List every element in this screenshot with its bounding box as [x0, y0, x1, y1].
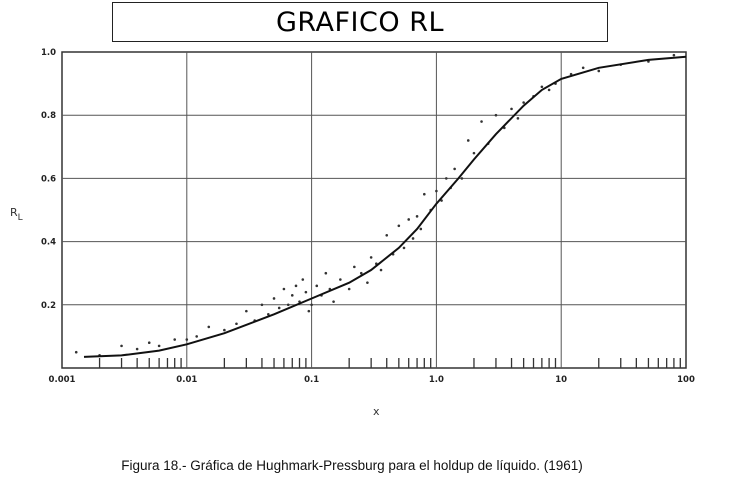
- data-point: [260, 303, 264, 307]
- data-point: [157, 344, 161, 348]
- data-point: [435, 189, 438, 193]
- data-point: [369, 256, 373, 259]
- data-point: [402, 246, 406, 250]
- y-tick-label: 0.2: [41, 301, 56, 311]
- plot-frame: [61, 51, 687, 369]
- data-point: [74, 350, 78, 354]
- data-point: [307, 309, 311, 313]
- data-point: [173, 338, 177, 341]
- data-point: [339, 278, 342, 281]
- data-point: [366, 281, 369, 284]
- y-axis-label-sub: L: [18, 213, 23, 223]
- data-point: [472, 151, 476, 155]
- data-point: [494, 113, 498, 117]
- x-axis-label: x: [373, 405, 380, 418]
- page-title: GRAFICO RL: [112, 2, 608, 42]
- data-point: [135, 347, 139, 351]
- x-tick-label: 0.01: [176, 375, 197, 385]
- data-point: [235, 322, 238, 326]
- x-tick-labels: 0.001 0.01 0.1 1.0 10 100: [49, 375, 695, 385]
- data-point: [185, 338, 189, 341]
- data-point: [379, 268, 383, 272]
- data-point: [315, 284, 319, 288]
- y-axis-label: RL: [10, 206, 23, 223]
- data-point: [516, 117, 520, 120]
- x-tick-label: 0.001: [49, 375, 76, 385]
- data-point: [522, 101, 525, 104]
- data-point: [147, 341, 151, 345]
- data-point: [547, 88, 551, 92]
- y-tick-label: 0.6: [41, 174, 56, 184]
- data-point: [324, 271, 328, 275]
- data-point: [267, 312, 270, 316]
- data-point: [223, 328, 226, 332]
- data-point: [294, 284, 298, 288]
- data-point: [453, 167, 456, 171]
- data-point: [277, 306, 281, 310]
- data-point: [301, 278, 305, 281]
- data-point: [359, 271, 363, 275]
- data-point: [245, 309, 248, 313]
- data-point: [397, 224, 401, 228]
- data-point: [460, 177, 464, 180]
- y-tick-label: 0.8: [41, 111, 56, 121]
- data-point: [597, 69, 601, 73]
- data-point: [415, 215, 419, 218]
- data-point: [581, 66, 585, 70]
- data-point: [466, 139, 470, 142]
- grid: [62, 52, 686, 368]
- y-tick-label: 1.0: [41, 48, 56, 58]
- data-point: [332, 300, 335, 303]
- data-point: [480, 120, 483, 123]
- holdup-curve: [83, 55, 687, 358]
- data-point: [286, 303, 290, 307]
- data-point: [407, 218, 411, 221]
- data-point: [353, 265, 356, 269]
- data-point: [540, 85, 544, 89]
- data-point: [423, 192, 426, 196]
- data-points: [74, 53, 676, 357]
- data-point: [419, 227, 423, 231]
- x-minor-ticks: [98, 358, 681, 368]
- data-point: [290, 294, 294, 297]
- data-point: [120, 344, 123, 348]
- x-tick-label: 100: [677, 375, 695, 385]
- y-tick-label: 0.4: [41, 238, 56, 248]
- data-point: [282, 287, 286, 291]
- y-axis-label-main: R: [10, 206, 18, 219]
- data-point: [411, 237, 415, 240]
- data-point: [310, 303, 313, 307]
- data-point: [510, 107, 513, 111]
- data-point: [304, 290, 308, 294]
- x-tick-label: 1.0: [429, 375, 444, 385]
- x-tick-label: 0.1: [304, 375, 319, 385]
- data-point: [207, 325, 211, 329]
- data-point: [347, 287, 351, 291]
- figure-caption: Figura 18.- Gráfica de Hughmark-Pressbur…: [121, 458, 583, 473]
- x-tick-label: 10: [555, 375, 567, 385]
- data-point: [385, 233, 389, 237]
- data-point: [672, 53, 676, 57]
- data-point: [195, 335, 198, 338]
- y-tick-labels: 0.2 0.4 0.6 0.8 1.0: [41, 48, 56, 311]
- data-point: [444, 177, 448, 180]
- data-point: [272, 297, 276, 300]
